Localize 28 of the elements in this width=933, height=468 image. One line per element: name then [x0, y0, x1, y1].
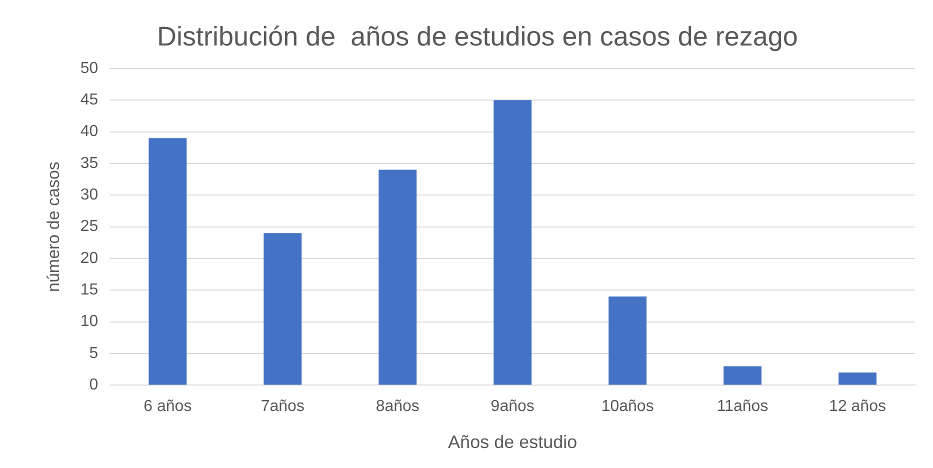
bar: [608, 296, 647, 385]
bar: [148, 138, 187, 385]
x-tick-label: 10años: [601, 398, 654, 416]
y-tick-label: 5: [89, 344, 98, 362]
y-tick-label: 10: [80, 313, 98, 330]
y-tick-label: 0: [89, 376, 98, 394]
y-tick-label: 50: [80, 60, 98, 77]
bar: [494, 100, 532, 385]
x-tick-label: 7años: [260, 398, 304, 416]
bar: [838, 372, 876, 385]
chart-title: Distribución de años de estudios en casos de rezago: [157, 22, 798, 52]
y-axis-title: número de casos: [44, 162, 63, 292]
y-tick-label: 30: [80, 186, 98, 204]
x-tick-label: 8años: [376, 398, 420, 416]
bar: [264, 233, 302, 385]
x-tick-label: 11años: [716, 398, 768, 416]
y-tick-label: 15: [80, 282, 98, 299]
bar: [378, 170, 417, 385]
x-tick-label: 6 años: [144, 398, 192, 416]
x-axis-title: Años de estudio: [448, 432, 578, 452]
x-tick-label: 9años: [490, 398, 534, 416]
bar: [724, 366, 762, 385]
y-tick-label: 35: [80, 154, 98, 172]
y-tick-label: 45: [80, 91, 98, 108]
y-tick-label: 40: [80, 123, 98, 140]
y-tick-label: 20: [80, 250, 98, 267]
x-tick-label: 12 años: [829, 398, 886, 416]
y-tick-label: 25: [80, 218, 98, 236]
